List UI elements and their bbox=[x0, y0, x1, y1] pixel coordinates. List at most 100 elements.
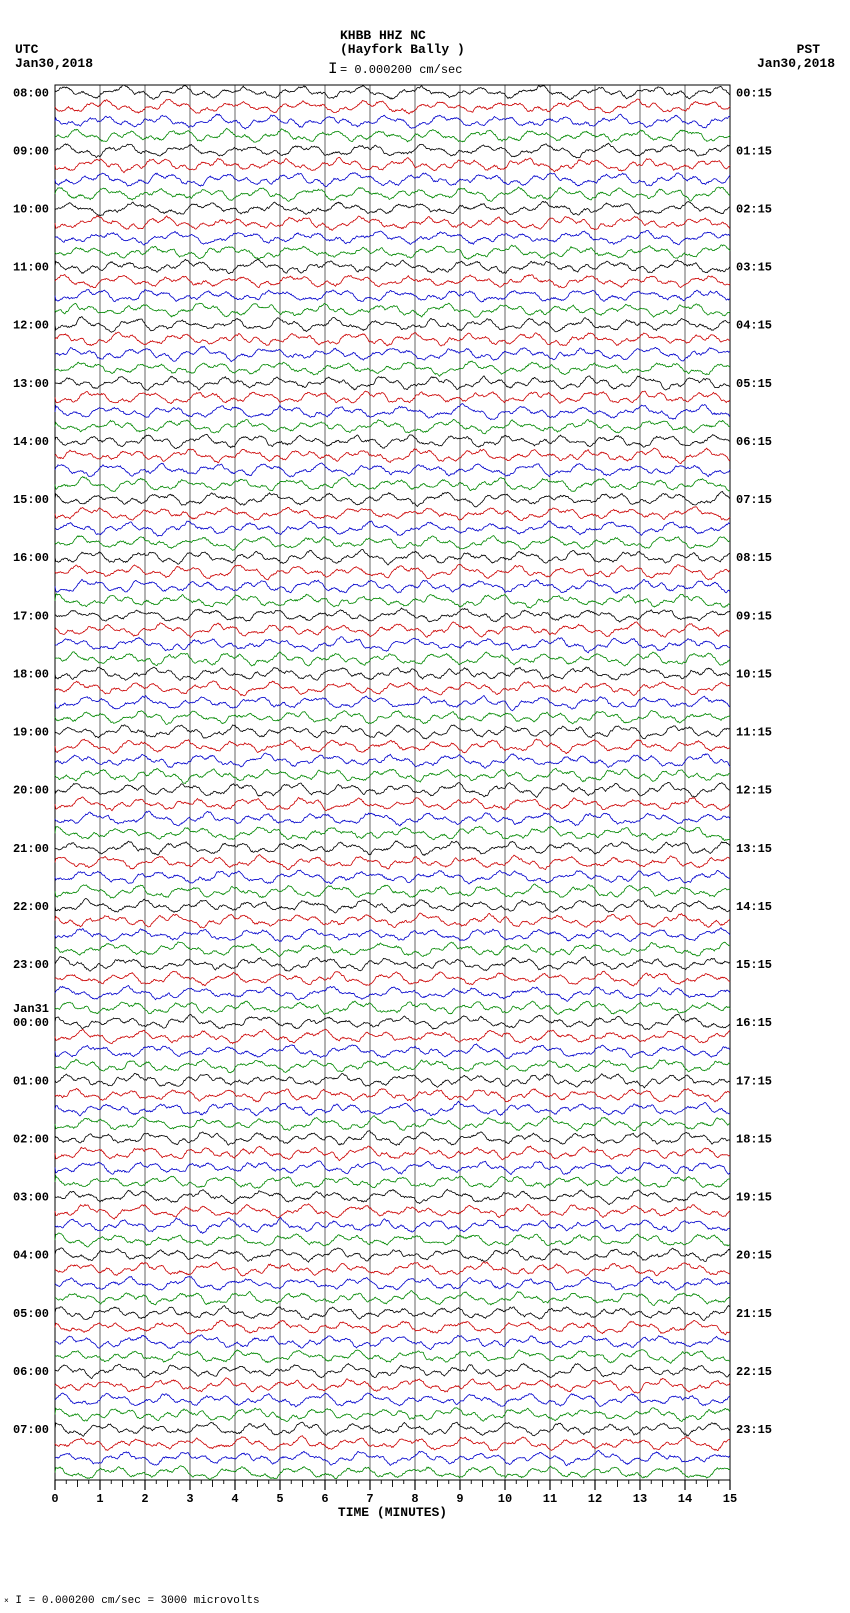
svg-text:Jan31: Jan31 bbox=[13, 1002, 49, 1016]
trace-line bbox=[55, 476, 730, 491]
svg-text:05:15: 05:15 bbox=[736, 377, 772, 391]
trace-line bbox=[55, 99, 730, 114]
svg-text:06:15: 06:15 bbox=[736, 435, 772, 449]
trace-line bbox=[55, 1291, 730, 1306]
trace-line bbox=[55, 985, 730, 1001]
trace-line bbox=[55, 739, 730, 754]
footer-scale: × I = 0.000200 cm/sec = 3000 microvolts bbox=[4, 1595, 260, 1607]
svg-text:8: 8 bbox=[411, 1492, 418, 1506]
trace-line bbox=[55, 536, 730, 551]
trace-line bbox=[55, 216, 730, 231]
trace-line bbox=[55, 361, 730, 376]
svg-text:07:15: 07:15 bbox=[736, 493, 772, 507]
trace-line bbox=[55, 811, 730, 826]
trace-line bbox=[55, 1306, 730, 1321]
trace-line bbox=[55, 1044, 730, 1059]
svg-text:10: 10 bbox=[498, 1492, 512, 1506]
trace-line bbox=[55, 768, 730, 783]
trace-line bbox=[55, 1320, 730, 1334]
trace-line bbox=[55, 419, 730, 433]
trace-line bbox=[55, 681, 730, 696]
trace-line bbox=[55, 696, 730, 711]
svg-text:01:00: 01:00 bbox=[13, 1074, 49, 1088]
trace-line bbox=[55, 332, 730, 346]
trace-line bbox=[55, 870, 730, 884]
trace-line bbox=[55, 608, 730, 622]
svg-text:03:15: 03:15 bbox=[736, 261, 772, 275]
trace-line bbox=[55, 1189, 730, 1204]
trace-line bbox=[55, 1364, 730, 1379]
trace-line bbox=[55, 404, 730, 420]
trace-line bbox=[55, 594, 730, 608]
trace-line bbox=[55, 1350, 730, 1364]
trace-line bbox=[55, 711, 730, 725]
trace-line bbox=[55, 898, 730, 913]
trace-line bbox=[55, 971, 730, 986]
trace-line bbox=[55, 201, 730, 215]
trace-line bbox=[55, 245, 730, 259]
svg-text:16:15: 16:15 bbox=[736, 1016, 772, 1030]
svg-text:05:00: 05:00 bbox=[13, 1307, 49, 1321]
trace-line bbox=[55, 1408, 730, 1422]
trace-line bbox=[55, 1436, 730, 1451]
svg-text:11:15: 11:15 bbox=[736, 726, 772, 740]
svg-text:04:00: 04:00 bbox=[13, 1249, 49, 1263]
trace-line bbox=[55, 1001, 730, 1014]
trace-line bbox=[55, 1161, 730, 1175]
svg-text:00:15: 00:15 bbox=[736, 86, 772, 100]
trace-line bbox=[55, 1248, 730, 1262]
trace-line bbox=[55, 1378, 730, 1393]
trace-line bbox=[55, 652, 730, 666]
svg-text:13:00: 13:00 bbox=[13, 377, 49, 391]
svg-text:06:00: 06:00 bbox=[13, 1365, 49, 1379]
trace-line bbox=[55, 1450, 730, 1465]
svg-text:19:15: 19:15 bbox=[736, 1191, 772, 1205]
trace-line bbox=[55, 1116, 730, 1131]
svg-text:15:00: 15:00 bbox=[13, 493, 49, 507]
svg-text:15:15: 15:15 bbox=[736, 958, 772, 972]
trace-line bbox=[55, 1146, 730, 1161]
svg-text:16:00: 16:00 bbox=[13, 551, 49, 565]
svg-text:21:15: 21:15 bbox=[736, 1307, 772, 1321]
trace-line bbox=[55, 1262, 730, 1276]
trace-line bbox=[55, 855, 730, 870]
trace-line bbox=[55, 928, 730, 942]
svg-text:19:00: 19:00 bbox=[13, 726, 49, 740]
helicorder-plot: 0123456789101112131415TIME (MINUTES)08:0… bbox=[5, 25, 845, 1555]
trace-line bbox=[55, 841, 730, 856]
svg-text:6: 6 bbox=[321, 1492, 328, 1506]
svg-text:9: 9 bbox=[456, 1492, 463, 1506]
svg-text:08:15: 08:15 bbox=[736, 551, 772, 565]
svg-text:10:15: 10:15 bbox=[736, 667, 772, 681]
svg-text:14: 14 bbox=[678, 1492, 692, 1506]
trace-line bbox=[55, 1029, 730, 1043]
svg-text:09:00: 09:00 bbox=[13, 144, 49, 158]
svg-text:17:00: 17:00 bbox=[13, 609, 49, 623]
trace-line bbox=[55, 1393, 730, 1407]
svg-text:20:00: 20:00 bbox=[13, 784, 49, 798]
svg-text:0: 0 bbox=[51, 1492, 58, 1506]
trace-line bbox=[55, 448, 730, 463]
svg-text:22:00: 22:00 bbox=[13, 900, 49, 914]
trace-line bbox=[55, 491, 730, 506]
trace-line bbox=[55, 725, 730, 739]
svg-text:2: 2 bbox=[141, 1492, 148, 1506]
svg-text:23:15: 23:15 bbox=[736, 1423, 772, 1437]
svg-text:4: 4 bbox=[231, 1492, 238, 1506]
trace-line bbox=[55, 667, 730, 680]
trace-line bbox=[55, 549, 730, 565]
svg-text:02:00: 02:00 bbox=[13, 1132, 49, 1146]
trace-line bbox=[55, 622, 730, 637]
trace-line bbox=[55, 1335, 730, 1350]
svg-text:TIME (MINUTES): TIME (MINUTES) bbox=[338, 1505, 447, 1520]
svg-text:22:15: 22:15 bbox=[736, 1365, 772, 1379]
trace-line bbox=[55, 143, 730, 158]
trace-line bbox=[55, 1277, 730, 1291]
svg-text:11:00: 11:00 bbox=[13, 261, 49, 275]
trace-line bbox=[55, 1101, 730, 1116]
trace-line bbox=[55, 1466, 730, 1480]
trace-line bbox=[55, 230, 730, 245]
trace-line bbox=[55, 157, 730, 172]
svg-text:14:00: 14:00 bbox=[13, 435, 49, 449]
trace-line bbox=[55, 884, 730, 898]
